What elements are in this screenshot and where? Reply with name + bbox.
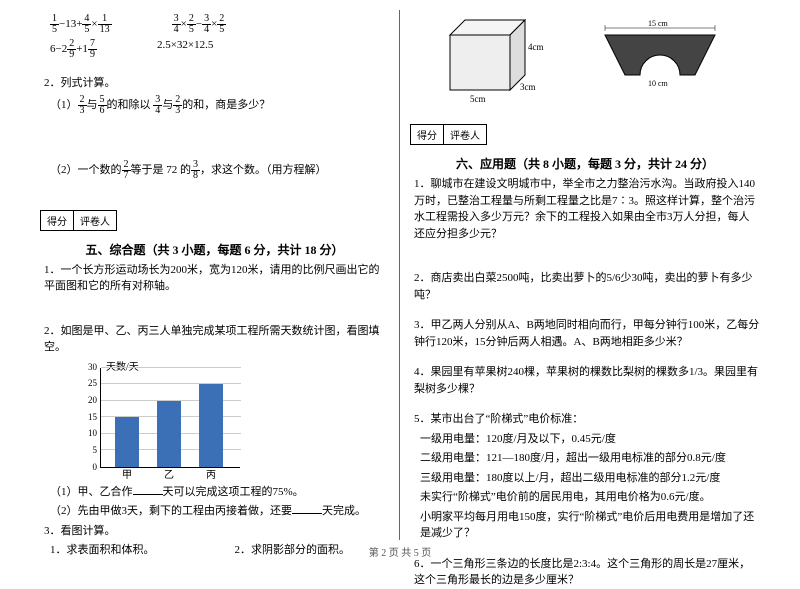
s5-q3: 3．看图计算。 bbox=[44, 523, 389, 540]
s6-q6: 6．一个三角形三条边的长度比是2:3:4。这个三角形的周长是27厘米，这个三角形… bbox=[414, 556, 760, 589]
left-column: 15−13+45×113 34×25−34×25 6−229+179 2.5×3… bbox=[30, 10, 400, 540]
s6-q5-head: 5．某市出台了“阶梯式”电价标准： bbox=[414, 411, 760, 428]
bar-bing bbox=[199, 384, 223, 466]
xlabel-bing: 丙 bbox=[199, 466, 223, 481]
arch-bottom-label: 10 cm bbox=[648, 79, 669, 88]
s6-q1: 1．聊城市在建设文明城市中，举全市之力整治污水沟。当政府投入140万时，已整治工… bbox=[414, 176, 760, 242]
expr-1b: 34×25−34×25 bbox=[172, 14, 227, 35]
bar-jia bbox=[115, 417, 139, 467]
s6-q4: 4．果园里有苹果树240棵，苹果树的棵数比梨树的棵数多1/3。果园里有梨树多少棵… bbox=[414, 364, 760, 397]
expr-1a: 15−13+45×113 bbox=[50, 14, 112, 35]
expr-row-1: 15−13+45×113 34×25−34×25 bbox=[50, 14, 389, 35]
xlabel-jia: 甲 bbox=[115, 466, 139, 481]
s6-q5-l1: 一级用电量：120度/月及以下，0.45元/度 bbox=[420, 431, 760, 448]
arch-figure: 15 cm 10 cm bbox=[600, 20, 720, 90]
q2-1: （1）23与56的和除以 34与23的和，商是多少？ bbox=[50, 95, 389, 116]
section-5-title: 五、综合题（共 3 小题，每题 6 分，共计 18 分） bbox=[40, 241, 389, 258]
expr-2b: 2.5×32×12.5 bbox=[157, 39, 213, 60]
score-label: 得分 bbox=[411, 125, 444, 144]
bar-yi bbox=[157, 401, 181, 467]
score-box-6: 得分 评卷人 bbox=[410, 124, 487, 145]
s6-q3: 3．甲乙两人分别从A、B两地同时相向而行，甲每分钟行100米，乙每分钟行120米… bbox=[414, 317, 760, 350]
q2-2: （2）一个数的27等于是 72 的38，求这个数。（用方程解） bbox=[50, 160, 389, 181]
section-6-title: 六、应用题（共 8 小题，每题 3 分，共计 24 分） bbox=[410, 155, 760, 172]
chart-axes: 0 5 10 15 20 25 30 甲 乙 丙 bbox=[100, 368, 240, 468]
grader-label: 评卷人 bbox=[74, 211, 116, 230]
s6-q2: 2．商店卖出白菜2500吨，比卖出萝卜的5/6少30吨，卖出的萝卜有多少吨？ bbox=[414, 270, 760, 303]
s6-q5-l4: 未实行“阶梯式”电价前的居民用电，其用电价格为0.6元/度。 bbox=[420, 489, 760, 506]
arch-top-label: 15 cm bbox=[648, 20, 669, 28]
expr-row-2: 6−229+179 2.5×32×12.5 bbox=[50, 39, 389, 60]
s5-q2-1: （1）甲、乙合作天可以完成这项工程的75%。 bbox=[50, 484, 389, 501]
q2-title: 2．列式计算。 bbox=[44, 75, 389, 92]
grader-label: 评卷人 bbox=[444, 125, 486, 144]
cube-h-label: 4cm bbox=[528, 42, 544, 52]
page-footer: 第 2 页 共 5 页 bbox=[0, 544, 800, 559]
xlabel-yi: 乙 bbox=[157, 466, 181, 481]
s6-q5-l3: 三级用电量：180度以上/月，超出二级用电标准的部分1.2元/度 bbox=[420, 470, 760, 487]
score-box-5: 得分 评卷人 bbox=[40, 210, 117, 231]
right-column: 5cm 3cm 4cm 15 cm 10 cm 得分 评卷人 六、应用题（共 8… bbox=[400, 10, 770, 540]
s5-q2: 2．如图是甲、乙、丙三人单独完成某项工程所需天数统计图，看图填空。 bbox=[44, 323, 389, 356]
cuboid-figure: 5cm 3cm 4cm bbox=[440, 10, 550, 105]
s6-q5-l2: 二级用电量：121—180度/月，超出一级用电标准的部分0.8元/度 bbox=[420, 450, 760, 467]
s5-q1: 1．一个长方形运动场长为200米，宽为120米，请用的比例尺画出它的平面图和它的… bbox=[44, 262, 389, 295]
s5-q2-2: （2）先由甲做3天，剩下的工程由丙接着做，还要天完成。 bbox=[50, 503, 389, 520]
s6-q5-l5: 小明家平均每月用电150度，实行“阶梯式”电价后用电费用是增加了还是减少了？ bbox=[420, 509, 760, 542]
score-label: 得分 bbox=[41, 211, 74, 230]
cube-w-label: 5cm bbox=[470, 94, 486, 104]
expr-2a: 6−229+179 bbox=[50, 39, 97, 60]
bar-chart: 天数/天 0 5 10 15 20 25 30 甲 乙 丙 bbox=[70, 360, 250, 480]
cube-d-label: 3cm bbox=[520, 82, 536, 92]
